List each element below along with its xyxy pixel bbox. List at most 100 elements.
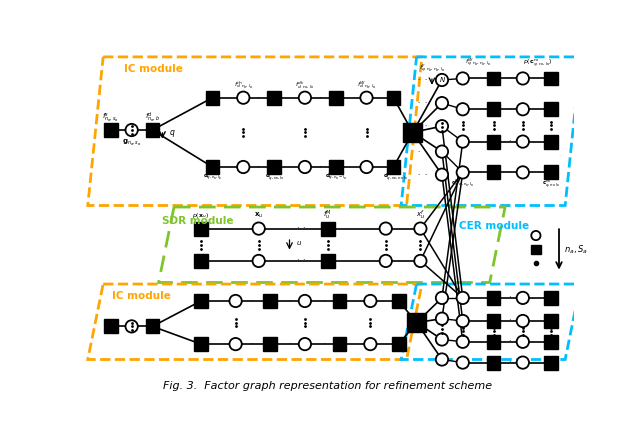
Text: ·: · bbox=[424, 171, 426, 178]
Bar bbox=[545, 135, 558, 149]
Text: ·: · bbox=[424, 123, 426, 129]
Text: ·: · bbox=[508, 337, 510, 346]
Text: $\mathbf{x}_u$: $\mathbf{x}_u$ bbox=[254, 211, 264, 220]
Text: $\mathbf{g}_{n_a,s_a}$: $\mathbf{g}_{n_a,s_a}$ bbox=[122, 138, 141, 148]
Circle shape bbox=[436, 353, 448, 366]
Circle shape bbox=[436, 292, 448, 304]
Bar bbox=[486, 135, 500, 149]
Text: ·: · bbox=[424, 77, 426, 83]
Text: ·: · bbox=[508, 74, 510, 83]
Circle shape bbox=[230, 338, 242, 350]
Text: ·: · bbox=[508, 105, 510, 114]
Bar bbox=[104, 123, 118, 137]
Circle shape bbox=[364, 295, 376, 307]
Circle shape bbox=[456, 315, 469, 327]
Text: $p(\mathbf{c}_{q,n_a,l_a}^{n_a})$: $p(\mathbf{c}_{q,n_a,l_a}^{n_a})$ bbox=[523, 57, 552, 69]
Bar bbox=[194, 337, 208, 351]
Bar bbox=[392, 337, 406, 351]
Bar bbox=[263, 337, 277, 351]
Text: ·: · bbox=[289, 298, 291, 304]
Text: $q$: $q$ bbox=[168, 129, 175, 139]
Circle shape bbox=[414, 255, 427, 267]
Text: $\mathbf{d}_{q,n_a,l_b}^{th}$: $\mathbf{d}_{q,n_a,l_b}^{th}$ bbox=[203, 171, 222, 183]
Circle shape bbox=[516, 335, 529, 348]
Text: ·: · bbox=[289, 341, 291, 347]
Bar bbox=[545, 314, 558, 328]
Circle shape bbox=[253, 255, 265, 267]
Circle shape bbox=[516, 292, 529, 304]
Bar bbox=[486, 291, 500, 305]
Text: ·: · bbox=[418, 123, 420, 129]
Text: ·: · bbox=[323, 341, 325, 347]
Text: ·: · bbox=[508, 168, 510, 177]
Text: IC module: IC module bbox=[124, 64, 183, 74]
Text: ·: · bbox=[250, 341, 252, 347]
Circle shape bbox=[436, 168, 448, 181]
Text: ·: · bbox=[296, 256, 298, 266]
Text: ·: · bbox=[508, 293, 510, 302]
Bar bbox=[545, 335, 558, 349]
Bar bbox=[194, 254, 208, 268]
Circle shape bbox=[456, 135, 469, 148]
Text: $\mathbf{d}_{q,n_a-l_a}^W$: $\mathbf{d}_{q,n_a-l_a}^W$ bbox=[324, 171, 347, 183]
Bar bbox=[403, 123, 422, 141]
Text: $f_{d,n_a,l_a}^{d_b}$: $f_{d,n_a,l_a}^{d_b}$ bbox=[296, 79, 314, 91]
Circle shape bbox=[380, 255, 392, 267]
Bar bbox=[104, 320, 118, 333]
Text: $n_a, S_a$: $n_a, S_a$ bbox=[564, 243, 588, 255]
Circle shape bbox=[364, 338, 376, 350]
Text: $N$: $N$ bbox=[439, 75, 446, 84]
Text: ·: · bbox=[424, 100, 426, 106]
Bar bbox=[486, 335, 500, 349]
Text: $u$: $u$ bbox=[296, 239, 303, 247]
Bar bbox=[486, 72, 500, 85]
Bar bbox=[194, 294, 208, 308]
Text: ·: · bbox=[257, 93, 260, 103]
Circle shape bbox=[360, 91, 372, 104]
Circle shape bbox=[516, 72, 529, 84]
Circle shape bbox=[516, 315, 529, 327]
Circle shape bbox=[456, 292, 469, 304]
Circle shape bbox=[456, 335, 469, 348]
Circle shape bbox=[516, 356, 529, 369]
Text: ·: · bbox=[514, 316, 516, 325]
Text: $\mathbf{d}_{q,n_a,l_a}^{d_b}$: $\mathbf{d}_{q,n_a,l_a}^{d_b}$ bbox=[264, 171, 284, 183]
Circle shape bbox=[380, 222, 392, 235]
Circle shape bbox=[436, 97, 448, 109]
Bar bbox=[145, 123, 159, 137]
Circle shape bbox=[456, 166, 469, 179]
Circle shape bbox=[299, 338, 311, 350]
Bar bbox=[545, 291, 558, 305]
Text: $f_{q,n_a,n_a,l_a}^F$: $f_{q,n_a,n_a,l_a}^F$ bbox=[419, 63, 445, 75]
Circle shape bbox=[456, 103, 469, 115]
Circle shape bbox=[456, 356, 469, 369]
Bar bbox=[263, 294, 277, 308]
Text: $f_{n_a,b}^d$: $f_{n_a,b}^d$ bbox=[145, 110, 160, 125]
Text: ·: · bbox=[418, 171, 420, 178]
Bar bbox=[329, 160, 342, 174]
Bar bbox=[545, 72, 558, 85]
Circle shape bbox=[436, 120, 448, 132]
Text: ·: · bbox=[508, 137, 510, 146]
Text: ·: · bbox=[508, 316, 510, 325]
Text: $x_u^f$: $x_u^f$ bbox=[416, 208, 425, 221]
Bar bbox=[545, 102, 558, 116]
Bar bbox=[387, 91, 401, 105]
Bar bbox=[531, 245, 541, 254]
Bar bbox=[486, 314, 500, 328]
Bar bbox=[392, 294, 406, 308]
Text: ·: · bbox=[418, 100, 420, 106]
Bar bbox=[321, 254, 335, 268]
Text: $f_{d,n_a,l_a}^W$: $f_{d,n_a,l_a}^W$ bbox=[357, 80, 376, 91]
Text: $\mathbf{c}_{q,n_a,l_a}^{n_a}$: $\mathbf{c}_{q,n_a,l_a}^{n_a}$ bbox=[542, 179, 561, 190]
Bar bbox=[205, 91, 220, 105]
Text: $f_{q,n_a,n_a,l_a}^W$: $f_{q,n_a,n_a,l_a}^W$ bbox=[465, 57, 491, 69]
Circle shape bbox=[414, 222, 427, 235]
Circle shape bbox=[253, 222, 265, 235]
Text: $f_{d,n_a,l_a}^{th}$: $f_{d,n_a,l_a}^{th}$ bbox=[234, 80, 253, 91]
Text: ·: · bbox=[418, 77, 420, 83]
Circle shape bbox=[360, 161, 372, 173]
Text: ·: · bbox=[424, 149, 426, 155]
Circle shape bbox=[436, 312, 448, 325]
Text: ·: · bbox=[323, 298, 325, 304]
